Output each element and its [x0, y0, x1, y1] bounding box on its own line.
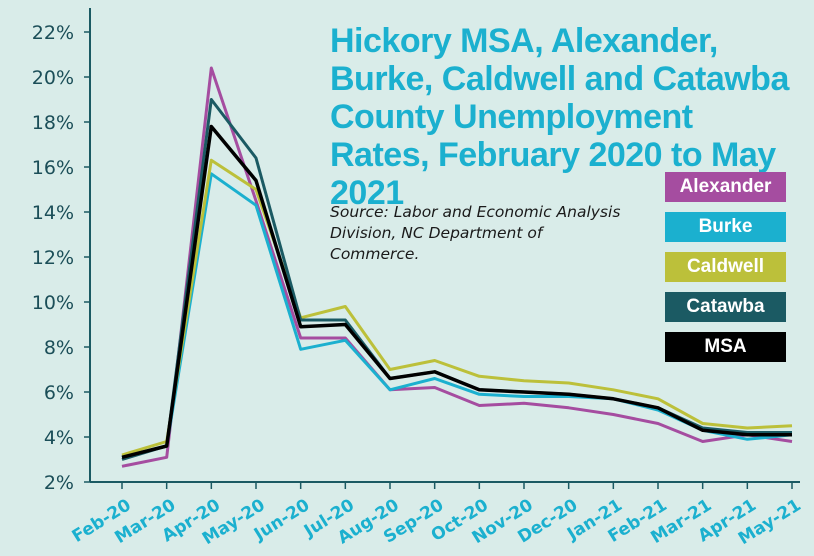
chart-source: Source: Labor and Economic Analysis Divi… [330, 203, 621, 263]
y-tick-label: 8% [44, 337, 74, 359]
series-line-alexander [121, 66, 793, 468]
y-tick-label: 6% [44, 382, 74, 404]
legend-item-burke: Burke [665, 212, 786, 242]
x-axis: Feb-20Mar-20Apr-20May-20Jun-20Jul-20Aug-… [69, 481, 805, 549]
y-tick-label: 16% [32, 157, 74, 179]
chart-legend: Alexander Burke Caldwell Catawba MSA [665, 172, 786, 372]
series-lines [121, 66, 793, 468]
chart-title: Hickory MSA, Alexander, Burke, Caldwell … [330, 22, 789, 212]
chart-title-block: Hickory MSA, Alexander, Burke, Caldwell … [330, 22, 800, 212]
y-tick-label: 10% [32, 292, 74, 314]
y-tick-label: 20% [32, 67, 74, 89]
series-line-msa [121, 124, 792, 459]
y-tick-label: 4% [44, 427, 74, 449]
legend-item-catawba: Catawba [665, 292, 786, 322]
series-line-caldwell [121, 158, 793, 457]
legend-item-caldwell: Caldwell [665, 252, 786, 282]
y-tick-label: 22% [32, 22, 74, 44]
y-tick-label: 14% [32, 202, 74, 224]
legend-item-alexander: Alexander [665, 172, 786, 202]
y-tick-label: 12% [32, 247, 74, 269]
y-tick-label: 18% [32, 112, 74, 134]
y-axis: 2% 4% 6% 8% 10% 12% 14% 16% 18% 20% 22% [32, 8, 91, 494]
y-tick-label: 2% [44, 472, 74, 494]
legend-item-msa: MSA [665, 332, 786, 362]
